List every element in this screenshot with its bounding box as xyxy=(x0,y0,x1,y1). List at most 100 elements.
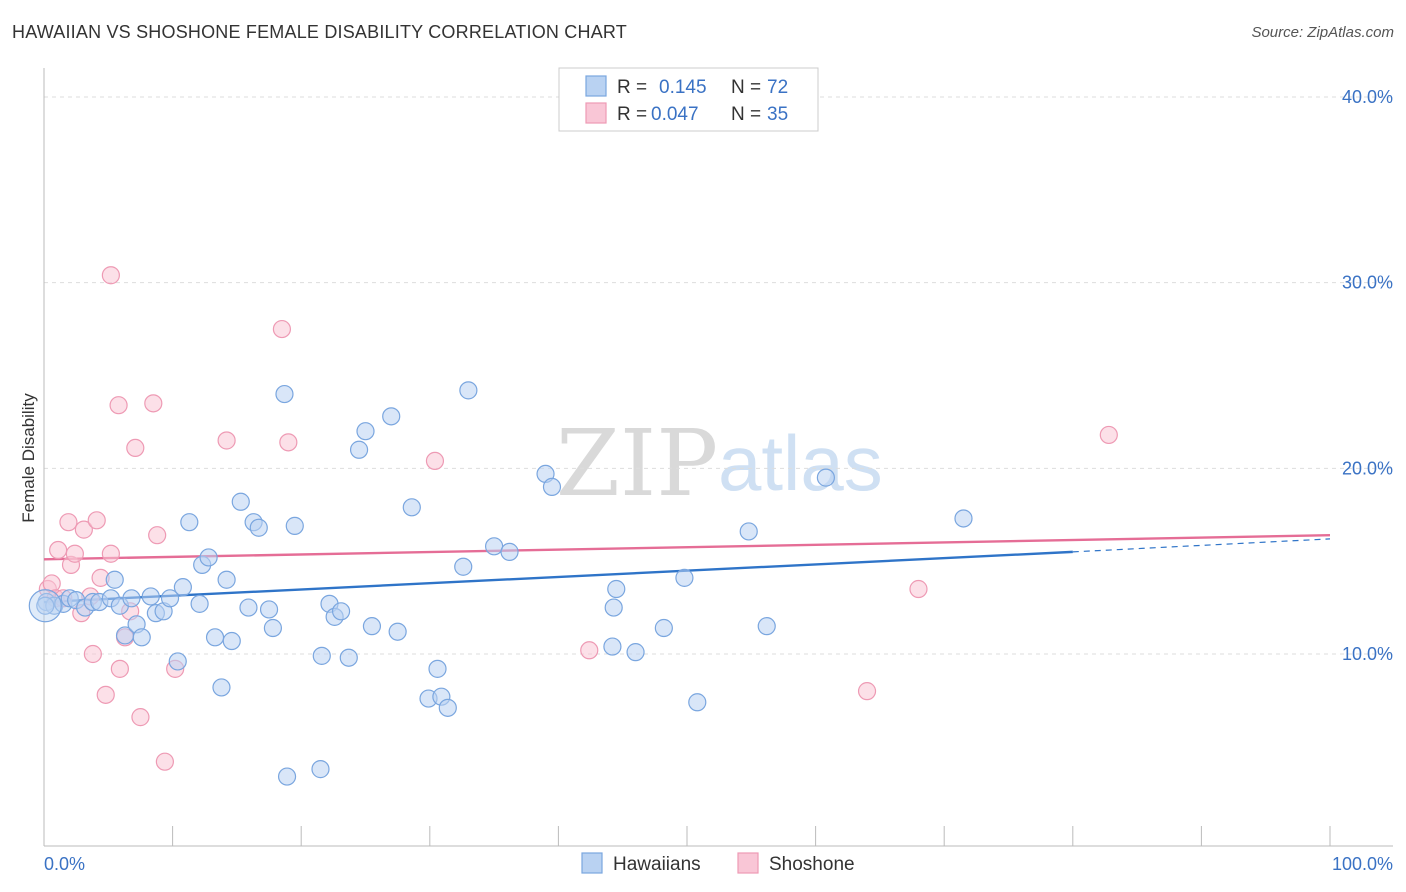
point-hawaiians-25 xyxy=(205,628,225,647)
bottom-legend-swatch-shoshone xyxy=(737,852,759,874)
point-hawaiians-61 xyxy=(607,579,626,599)
point-hawaiians-20 xyxy=(173,578,192,597)
legend-r-value-2: 0.047 xyxy=(651,104,699,125)
point-hawaiians-39 xyxy=(312,646,331,665)
point-hawaiians-19 xyxy=(168,652,187,671)
point-hawaiians-67 xyxy=(739,522,758,541)
point-hawaiians-9 xyxy=(105,570,124,589)
point-shoshone-23 xyxy=(148,526,167,545)
point-hawaiians-21 xyxy=(180,513,199,532)
point-shoshone-31 xyxy=(101,266,120,285)
point-hawaiians-15 xyxy=(141,587,160,606)
point-hawaiians-47 xyxy=(382,407,401,426)
point-hawaiians-51 xyxy=(428,659,447,678)
y-axis-label: Female Disability xyxy=(19,393,38,523)
trend-line-shoshone xyxy=(43,533,1331,561)
chart-title: HAWAIIAN VS SHOSHONE FEMALE DISABILITY C… xyxy=(12,22,627,42)
point-hawaiians-33 xyxy=(259,600,279,619)
y-tick-label-20: 20.0% xyxy=(1342,458,1393,478)
point-hawaiians-68 xyxy=(757,617,776,636)
point-shoshone-5 xyxy=(59,513,78,532)
grid-lines xyxy=(44,96,1393,655)
point-shoshone-22 xyxy=(144,394,163,413)
point-hawaiians-18 xyxy=(160,589,180,608)
point-shoshone-17 xyxy=(110,659,129,678)
point-hawaiians-30 xyxy=(239,598,258,617)
point-hawaiians-12 xyxy=(122,589,141,608)
point-hawaiians-71 xyxy=(36,596,55,615)
point-shoshone-16 xyxy=(109,396,128,415)
legend-n-value-1: 72 xyxy=(767,77,788,98)
point-shoshone-21 xyxy=(131,708,150,727)
point-hawaiians-42 xyxy=(331,602,351,621)
point-shoshone-12 xyxy=(87,511,106,530)
point-shoshone-27 xyxy=(272,319,292,339)
legend-n-label-2: N = xyxy=(731,104,761,125)
legend-r-label-1: R = xyxy=(617,77,647,98)
point-hawaiians-27 xyxy=(217,570,236,589)
legend-r-label-2: R = xyxy=(617,104,647,125)
point-hawaiians-cluster xyxy=(28,589,62,623)
point-hawaiians-38 xyxy=(311,760,330,779)
x-tick-label-max: 100.0% xyxy=(1332,854,1393,874)
point-hawaiians-43 xyxy=(339,648,358,667)
trend-lines xyxy=(43,533,1331,604)
point-shoshone-3 xyxy=(49,540,68,560)
point-hawaiians-37 xyxy=(285,516,304,535)
y-tick-label-30: 30.0% xyxy=(1342,273,1393,293)
legend-n-value-2: 35 xyxy=(767,104,788,125)
point-hawaiians-34 xyxy=(263,618,283,638)
x-tick-label-min: 0.0% xyxy=(44,854,85,874)
bottom-legend-label-hawaiians: Hawaiians xyxy=(613,854,701,875)
point-hawaiians-70 xyxy=(954,509,973,528)
point-shoshone-30 xyxy=(580,641,599,660)
point-hawaiians-64 xyxy=(654,618,673,638)
point-hawaiians-22 xyxy=(190,594,209,613)
point-hawaiians-28 xyxy=(222,631,241,651)
point-hawaiians-69 xyxy=(816,468,835,487)
point-shoshone-20 xyxy=(126,438,145,458)
y-tick-label-40: 40.0% xyxy=(1342,87,1393,107)
legend-n-label-1: N = xyxy=(731,77,761,98)
point-hawaiians-45 xyxy=(356,422,375,441)
series-legend: Hawaiians Shoshone xyxy=(581,852,855,875)
bottom-legend-swatch-hawaiians xyxy=(581,852,603,874)
point-shoshone-9 xyxy=(74,520,93,539)
legend-swatch-shoshone xyxy=(585,102,607,124)
point-hawaiians-54 xyxy=(454,557,473,576)
watermark-atlas: atlas xyxy=(718,419,883,507)
point-shoshone-32 xyxy=(857,682,877,701)
point-hawaiians-57 xyxy=(500,542,519,561)
point-hawaiians-44 xyxy=(349,440,369,459)
y-tick-labels: 10.0% 20.0% 30.0% 40.0% xyxy=(1342,87,1393,664)
legend-swatch-hawaiians xyxy=(585,75,607,97)
point-hawaiians-66 xyxy=(688,693,707,712)
trend-line-hawaiians xyxy=(43,550,1073,604)
point-hawaiians-14 xyxy=(132,628,151,647)
point-hawaiians-24 xyxy=(199,548,218,567)
point-shoshone-29 xyxy=(425,451,445,471)
point-hawaiians-60 xyxy=(603,637,622,656)
point-shoshone-28 xyxy=(279,433,298,452)
point-hawaiians-59 xyxy=(542,477,562,496)
point-hawaiians-49 xyxy=(402,498,421,517)
watermark-zip: ZIP xyxy=(556,410,718,517)
legend-r-value-1: 0.145 xyxy=(659,77,707,98)
point-hawaiians-56 xyxy=(485,537,504,556)
point-shoshone-7 xyxy=(65,544,84,563)
source-attribution: Source: ZipAtlas.com xyxy=(1251,24,1394,41)
point-hawaiians-32 xyxy=(249,518,268,537)
point-hawaiians-26 xyxy=(212,678,231,697)
point-shoshone-14 xyxy=(96,685,115,704)
trend-line-hawaiians-extension xyxy=(1072,538,1331,553)
point-shoshone-24 xyxy=(155,752,174,771)
point-hawaiians-46 xyxy=(362,617,382,636)
bottom-legend-label-shoshone: Shoshone xyxy=(769,854,855,875)
point-hawaiians-35 xyxy=(275,384,294,404)
point-hawaiians-36 xyxy=(277,767,297,786)
point-shoshone-33 xyxy=(909,579,928,599)
point-shoshone-11 xyxy=(83,644,102,664)
point-hawaiians-63 xyxy=(626,643,645,662)
axes xyxy=(43,68,1393,847)
